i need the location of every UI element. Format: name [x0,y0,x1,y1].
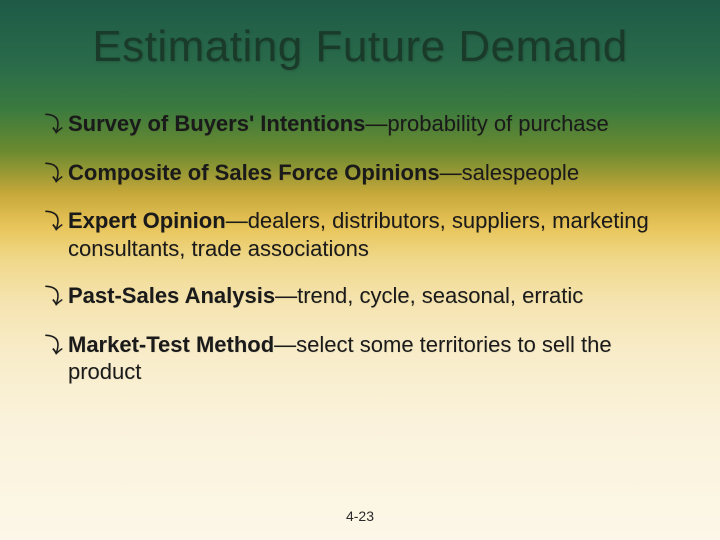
item-bold: Composite of Sales Force Opinions [68,160,440,185]
list-item: ⤵ Market-Test Method—select some territo… [40,331,680,386]
bullet-icon: ⤵ [40,282,68,311]
list-item: ⤵ Composite of Sales Force Opinions—sale… [40,159,680,188]
bullet-icon: ⤵ [40,207,68,236]
item-text: Expert Opinion—dealers, distributors, su… [68,207,680,262]
item-rest: —probability of purchase [365,111,608,136]
item-rest: —salespeople [440,160,579,185]
item-bold: Expert Opinion [68,208,226,233]
item-bold: Market-Test Method [68,332,274,357]
list-item: ⤵ Survey of Buyers' Intentions—probabili… [40,110,680,139]
bullet-icon: ⤵ [40,110,68,139]
slide-title: Estimating Future Demand [0,22,720,72]
bullet-icon: ⤵ [40,159,68,188]
item-rest: —trend, cycle, seasonal, erratic [275,283,583,308]
item-text: Past-Sales Analysis—trend, cycle, season… [68,282,680,310]
item-bold: Survey of Buyers' Intentions [68,111,365,136]
item-text: Market-Test Method—select some territori… [68,331,680,386]
item-text: Composite of Sales Force Opinions—salesp… [68,159,680,187]
list-item: ⤵ Expert Opinion—dealers, distributors, … [40,207,680,262]
bullet-icon: ⤵ [40,331,68,360]
slide-body: ⤵ Survey of Buyers' Intentions—probabili… [40,110,680,490]
list-item: ⤵ Past-Sales Analysis—trend, cycle, seas… [40,282,680,311]
item-text: Survey of Buyers' Intentions—probability… [68,110,680,138]
slide-footer: 4-23 [0,508,720,524]
item-bold: Past-Sales Analysis [68,283,275,308]
slide: Estimating Future Demand ⤵ Survey of Buy… [0,0,720,540]
